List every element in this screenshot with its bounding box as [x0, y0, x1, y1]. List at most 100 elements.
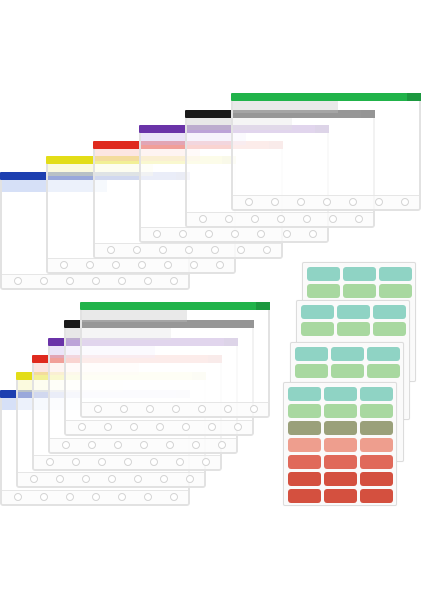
binder-hole	[277, 215, 285, 223]
binder-hole	[250, 405, 258, 413]
binder-hole	[114, 441, 122, 449]
sticker-tab	[367, 347, 400, 361]
binder-hole	[329, 215, 337, 223]
binder-hole	[62, 441, 70, 449]
sticker-tab	[331, 364, 364, 378]
binder-hole	[190, 261, 198, 269]
binder-hole	[198, 405, 206, 413]
sticker-tab	[295, 364, 328, 378]
binder-hole	[225, 215, 233, 223]
zipper-strip	[80, 302, 270, 310]
binder-hole	[14, 277, 22, 285]
sticker-tab	[367, 364, 400, 378]
binder-hole	[144, 493, 152, 501]
sticker-tab	[373, 322, 406, 336]
sticker-tab	[324, 404, 357, 418]
binder-hole	[323, 198, 331, 206]
binder-hole	[86, 261, 94, 269]
binder-hole	[104, 423, 112, 431]
binder-hole	[92, 493, 100, 501]
binder-hole	[257, 230, 265, 238]
sticker-tab	[288, 472, 321, 486]
binder-hole	[251, 215, 259, 223]
binder-hole	[153, 230, 161, 238]
binder-hole	[170, 493, 178, 501]
binder-hole	[166, 441, 174, 449]
sticker-tab	[379, 267, 412, 281]
sticker-tab	[324, 489, 357, 503]
binder-hole	[146, 405, 154, 413]
binder-hole	[124, 458, 132, 466]
binder-hole	[72, 458, 80, 466]
sticker-tab	[360, 438, 393, 452]
binder-hole	[164, 261, 172, 269]
binder-hole	[66, 493, 74, 501]
sticker-tab	[288, 421, 321, 435]
binder-hole	[118, 493, 126, 501]
binder-hole	[88, 441, 96, 449]
binder-hole	[192, 441, 200, 449]
binder-hole	[120, 405, 128, 413]
binder-hole	[297, 198, 305, 206]
binder-hole	[159, 246, 167, 254]
sticker-tab	[360, 455, 393, 469]
sticker-tab	[343, 284, 376, 298]
sticker-tab	[360, 421, 393, 435]
binder-hole	[82, 475, 90, 483]
sticker-tab	[324, 387, 357, 401]
binder-hole	[133, 246, 141, 254]
sticker-tab	[324, 438, 357, 452]
binder-hole	[92, 277, 100, 285]
sticker-tab	[307, 267, 340, 281]
pouch-body	[80, 302, 270, 418]
binder-hole	[150, 458, 158, 466]
binder-hole	[218, 441, 226, 449]
binder-hole	[208, 423, 216, 431]
sticker-tab	[288, 455, 321, 469]
binder-hole	[60, 261, 68, 269]
lower-pouch-6	[80, 302, 270, 418]
binder-hole	[40, 277, 48, 285]
binder-hole	[130, 423, 138, 431]
binder-hole	[134, 475, 142, 483]
pouch-color-band	[233, 101, 338, 113]
binder-hole	[303, 215, 311, 223]
binder-hole	[14, 493, 22, 501]
binder-hole	[234, 423, 242, 431]
sticker-tab	[379, 284, 412, 298]
binder-hole	[237, 246, 245, 254]
binder-hole	[401, 198, 409, 206]
binder-hole	[349, 198, 357, 206]
sticker-tab	[343, 267, 376, 281]
zipper-strip	[231, 93, 421, 101]
sticker-tab	[337, 305, 370, 319]
pouch-color-band	[82, 310, 187, 322]
binder-hole	[182, 423, 190, 431]
sticker-tab	[337, 322, 370, 336]
binder-hole	[170, 277, 178, 285]
zipper-slider	[407, 93, 421, 101]
binder-hole	[160, 475, 168, 483]
sticker-tab	[360, 404, 393, 418]
binder-hole	[211, 246, 219, 254]
sticker-tab	[288, 404, 321, 418]
binder-hole	[56, 475, 64, 483]
binder-hole	[245, 198, 253, 206]
binder-hole	[138, 261, 146, 269]
sticker-tab	[324, 421, 357, 435]
binder-hole	[355, 215, 363, 223]
upper-pouch-6	[231, 93, 421, 211]
sticker-tab	[288, 438, 321, 452]
binder-hole	[140, 441, 148, 449]
binder-hole	[185, 246, 193, 254]
binder-hole	[176, 458, 184, 466]
binder-hole	[144, 277, 152, 285]
binder-hole	[283, 230, 291, 238]
binder-hole	[216, 261, 224, 269]
binder-hole	[94, 405, 102, 413]
binder-hole	[46, 458, 54, 466]
sticker-tab	[360, 489, 393, 503]
binder-hole	[98, 458, 106, 466]
binder-hole	[156, 423, 164, 431]
